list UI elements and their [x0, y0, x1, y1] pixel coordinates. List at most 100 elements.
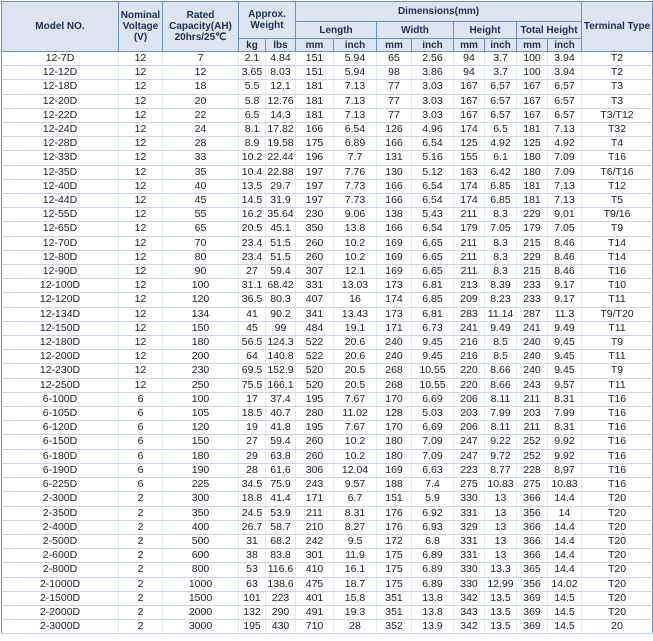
table-row: 12-120D 12 120 36.5 80.3 407 16 174 6.85 209 8.23 2… [1, 292, 653, 308]
table-cell: 12-22D [1, 108, 119, 124]
table-cell: T11 [581, 349, 653, 365]
table-cell: 6 [118, 406, 163, 422]
table-cell: 101 [238, 591, 266, 606]
table-cell: 8.46 [547, 236, 582, 251]
table-cell: 3.03 [411, 79, 454, 95]
table-cell: 223 [453, 463, 485, 479]
table-cell: 167 [516, 79, 548, 95]
table-cell: 9.45 [547, 363, 582, 379]
table-cell: 53 [238, 562, 266, 578]
table-cell: T16 [581, 150, 653, 166]
table-cell: 240 [516, 335, 548, 351]
table-cell: 40.7 [264, 406, 296, 422]
table-cell: T20 [581, 491, 653, 507]
table-cell: 196 [295, 150, 334, 166]
table-cell: 7 [162, 51, 239, 67]
table-cell: 9.45 [411, 349, 454, 365]
table-cell: 206 [453, 420, 485, 436]
table-cell: 369 [516, 619, 548, 635]
table-cell: 172 [376, 534, 412, 550]
table-row: 6-180D 6 180 29 63.8 260 10.2 180 7.09 247 9.72 252… [1, 449, 653, 464]
table-cell: 35 [162, 165, 239, 180]
table-row: 12-55D 12 55 16.2 35.64 230 9.06 138 5.43 211 8.3 2… [1, 207, 653, 223]
table-cell: 163 [453, 165, 485, 180]
table-cell: 10.55 [411, 363, 454, 379]
table-cell: 275 [516, 477, 548, 493]
unit-cell: inch [411, 38, 455, 52]
table-cell: 14.4 [547, 548, 582, 564]
table-cell: 134 [162, 307, 239, 322]
table-cell: 600 [162, 548, 239, 564]
table-cell: 180 [516, 165, 548, 180]
table-cell: 120 [162, 292, 239, 308]
table-cell: 28 [238, 463, 266, 479]
table-cell: 19.3 [333, 605, 377, 621]
table-cell: 9.45 [547, 335, 582, 351]
table-cell: 9.49 [547, 321, 582, 337]
table-cell: T16 [581, 449, 653, 464]
table-cell: T20 [581, 548, 653, 564]
table-cell: 14.5 [547, 591, 582, 606]
table-cell: 45 [162, 193, 239, 209]
table-cell: 13.03 [333, 278, 377, 294]
table-cell: 13.5 [484, 591, 517, 606]
table-cell: 12 [118, 193, 163, 209]
table-cell: 331 [453, 534, 485, 550]
table-cell: 366 [516, 491, 548, 507]
table-cell: 10.2 [333, 250, 377, 266]
table-cell: 7.67 [333, 392, 377, 408]
table-cell: 13 [484, 520, 517, 535]
table-cell: 18.7 [333, 577, 377, 592]
table-cell: 250 [162, 378, 239, 393]
table-cell: 181 [295, 108, 334, 124]
table-cell: 11.14 [484, 307, 517, 322]
table-cell: 180 [376, 449, 412, 464]
table-cell: 7.73 [333, 193, 377, 209]
table-cell: 7.99 [547, 406, 582, 422]
table-cell: T20 [581, 562, 653, 578]
table-cell: 12-20D [1, 94, 119, 109]
table-cell: 280 [295, 406, 334, 422]
table-cell: 12 [118, 264, 163, 280]
table-cell: 31.9 [264, 193, 296, 209]
table-cell: 240 [516, 349, 548, 365]
unit-cell: inch [547, 38, 583, 52]
table-cell: 12.99 [484, 577, 517, 592]
table-cell: 9.17 [547, 292, 582, 308]
table-cell: 6-100D [1, 392, 119, 408]
table-cell: 365 [516, 562, 548, 578]
table-cell: 7.99 [484, 406, 517, 422]
header-cell: Model NO. [1, 1, 119, 52]
table-cell: 12 [118, 150, 163, 166]
table-cell: 9.57 [547, 378, 582, 393]
table-cell: 59.4 [264, 434, 296, 450]
table-cell: 2 [118, 506, 163, 521]
table-cell: 12.1 [264, 79, 296, 95]
table-cell: 247 [453, 434, 485, 450]
table-cell: 4.92 [484, 136, 517, 152]
table-cell: 12-250D [1, 378, 119, 393]
table-cell: 179 [453, 221, 485, 237]
table-cell: 229 [516, 250, 548, 266]
table-cell: 51.5 [264, 250, 296, 266]
table-cell: 1500 [162, 591, 239, 606]
table-cell: T9 [581, 363, 653, 379]
table-cell: 20 [581, 619, 653, 635]
table-cell: 176 [376, 520, 412, 535]
table-cell: 225 [162, 477, 239, 493]
table-cell: 6.63 [411, 463, 454, 479]
table-cell: 13 [484, 548, 517, 564]
table-cell: T16 [581, 477, 653, 493]
table-cell: 24 [162, 122, 239, 138]
table-cell: 18.8 [238, 491, 266, 507]
table-cell: T9 [581, 335, 653, 351]
table-row: 12-90D 12 90 27 59.4 307 12.1 169 6.65 211 8.3 215 8… [1, 264, 653, 280]
table-cell: 3.94 [547, 65, 582, 81]
table-cell: 6.85 [484, 179, 517, 195]
table-cell: 7.09 [547, 165, 582, 180]
table-cell: 220 [453, 378, 485, 393]
table-cell: 12-100D [1, 278, 119, 294]
table-cell: 8.46 [547, 250, 582, 266]
table-cell: 203 [516, 406, 548, 422]
table-cell: 12.04 [333, 463, 377, 479]
